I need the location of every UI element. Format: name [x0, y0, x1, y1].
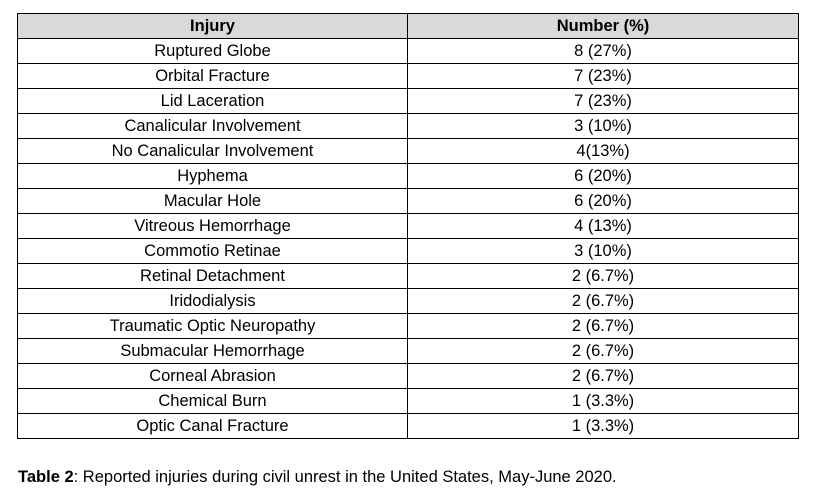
injury-cell: Orbital Fracture — [17, 63, 408, 89]
number-cell: 6 (20%) — [407, 188, 799, 214]
table-row: Submacular Hemorrhage 2 (6.7%) — [17, 338, 799, 364]
caption-text: : Reported injuries during civil unrest … — [73, 468, 617, 486]
injury-cell: Canalicular Involvement — [17, 113, 408, 139]
injury-cell: Traumatic Optic Neuropathy — [17, 313, 408, 339]
number-cell: 7 (23%) — [407, 88, 799, 114]
caption-label: Table 2 — [18, 468, 74, 486]
table-row: Chemical Burn 1 (3.3%) — [17, 388, 799, 414]
injury-cell: Optic Canal Fracture — [17, 413, 408, 439]
table-row: Corneal Abrasion 2 (6.7%) — [17, 363, 799, 389]
injury-cell: Hyphema — [17, 163, 408, 189]
injury-cell: Ruptured Globe — [17, 38, 408, 64]
injury-cell: No Canalicular Involvement — [17, 138, 408, 164]
number-cell: 2 (6.7%) — [407, 338, 799, 364]
number-cell: 2 (6.7%) — [407, 363, 799, 389]
injury-cell: Macular Hole — [17, 188, 408, 214]
number-cell: 3 (10%) — [407, 238, 799, 264]
number-cell: 6 (20%) — [407, 163, 799, 189]
number-cell: 4 (13%) — [407, 213, 799, 239]
table-row: Orbital Fracture 7 (23%) — [17, 63, 799, 89]
injury-cell: Chemical Burn — [17, 388, 408, 414]
number-cell: 2 (6.7%) — [407, 288, 799, 314]
table-caption: Table 2: Reported injuries during civil … — [18, 468, 617, 487]
injury-cell: Vitreous Hemorrhage — [17, 213, 408, 239]
table-row: Macular Hole 6 (20%) — [17, 188, 799, 214]
number-cell: 2 (6.7%) — [407, 313, 799, 339]
table-row: Iridodialysis 2 (6.7%) — [17, 288, 799, 314]
table-header: Injury Number (%) — [17, 13, 799, 39]
number-cell: 3 (10%) — [407, 113, 799, 139]
injury-table: Injury Number (%) Ruptured Globe 8 (27%) O… — [17, 13, 799, 439]
header-row: Injury Number (%) — [17, 13, 799, 39]
table-row: Hyphema 6 (20%) — [17, 163, 799, 189]
number-cell: 8 (27%) — [407, 38, 799, 64]
injury-cell: Lid Laceration — [17, 88, 408, 114]
injury-cell: Corneal Abrasion — [17, 363, 408, 389]
number-cell: 2 (6.7%) — [407, 263, 799, 289]
table-row: Canalicular Involvement 3 (10%) — [17, 113, 799, 139]
table-row: Traumatic Optic Neuropathy 2 (6.7%) — [17, 313, 799, 339]
table-row: Lid Laceration 7 (23%) — [17, 88, 799, 114]
injury-cell: Retinal Detachment — [17, 263, 408, 289]
table-row: Optic Canal Fracture 1 (3.3%) — [17, 413, 799, 439]
table-row: Retinal Detachment 2 (6.7%) — [17, 263, 799, 289]
column-header-number: Number (%) — [407, 13, 799, 39]
number-cell: 1 (3.3%) — [407, 413, 799, 439]
number-cell: 4(13%) — [407, 138, 799, 164]
table-row: No Canalicular Involvement 4(13%) — [17, 138, 799, 164]
injury-cell: Iridodialysis — [17, 288, 408, 314]
table-row: Vitreous Hemorrhage 4 (13%) — [17, 213, 799, 239]
column-header-injury: Injury — [17, 13, 408, 39]
table-body: Ruptured Globe 8 (27%) Orbital Fracture 7 (… — [17, 38, 799, 439]
table-row: Ruptured Globe 8 (27%) — [17, 38, 799, 64]
injury-cell: Commotio Retinae — [17, 238, 408, 264]
number-cell: 1 (3.3%) — [407, 388, 799, 414]
number-cell: 7 (23%) — [407, 63, 799, 89]
injury-cell: Submacular Hemorrhage — [17, 338, 408, 364]
table-row: Commotio Retinae 3 (10%) — [17, 238, 799, 264]
